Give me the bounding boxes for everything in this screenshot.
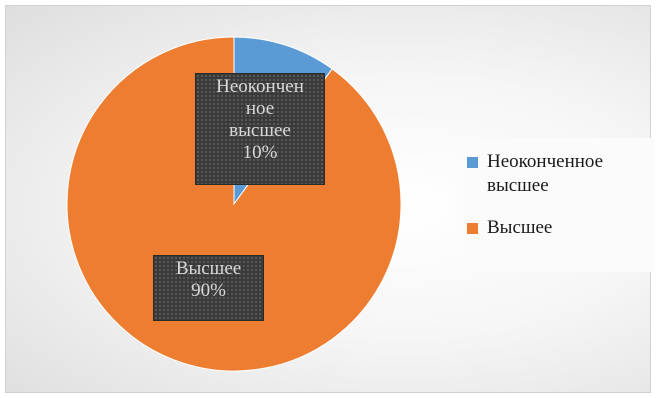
data-label-value: 10% [242,142,278,163]
legend-swatch-icon [467,157,478,168]
data-label-category-line: Неокончен [216,76,304,97]
legend-label-line: Неоконченное [487,151,604,172]
legend-swatch-icon [467,223,478,234]
data-label-value: 90% [191,280,226,301]
legend-label-line: Высшее [487,217,553,238]
data-label-neokonchennoe-vysshee: Неокончен ное высшее 10% [195,73,325,185]
data-label-category-line: высшее [229,120,291,141]
data-label-category-line: ное [245,98,275,119]
legend-label-line: высшее [487,175,549,196]
data-label-vysshee: Высшее 90% [153,255,264,321]
legend: Неоконченное высшее Высшее [457,138,655,272]
data-label-category-line: Высшее [175,258,242,279]
